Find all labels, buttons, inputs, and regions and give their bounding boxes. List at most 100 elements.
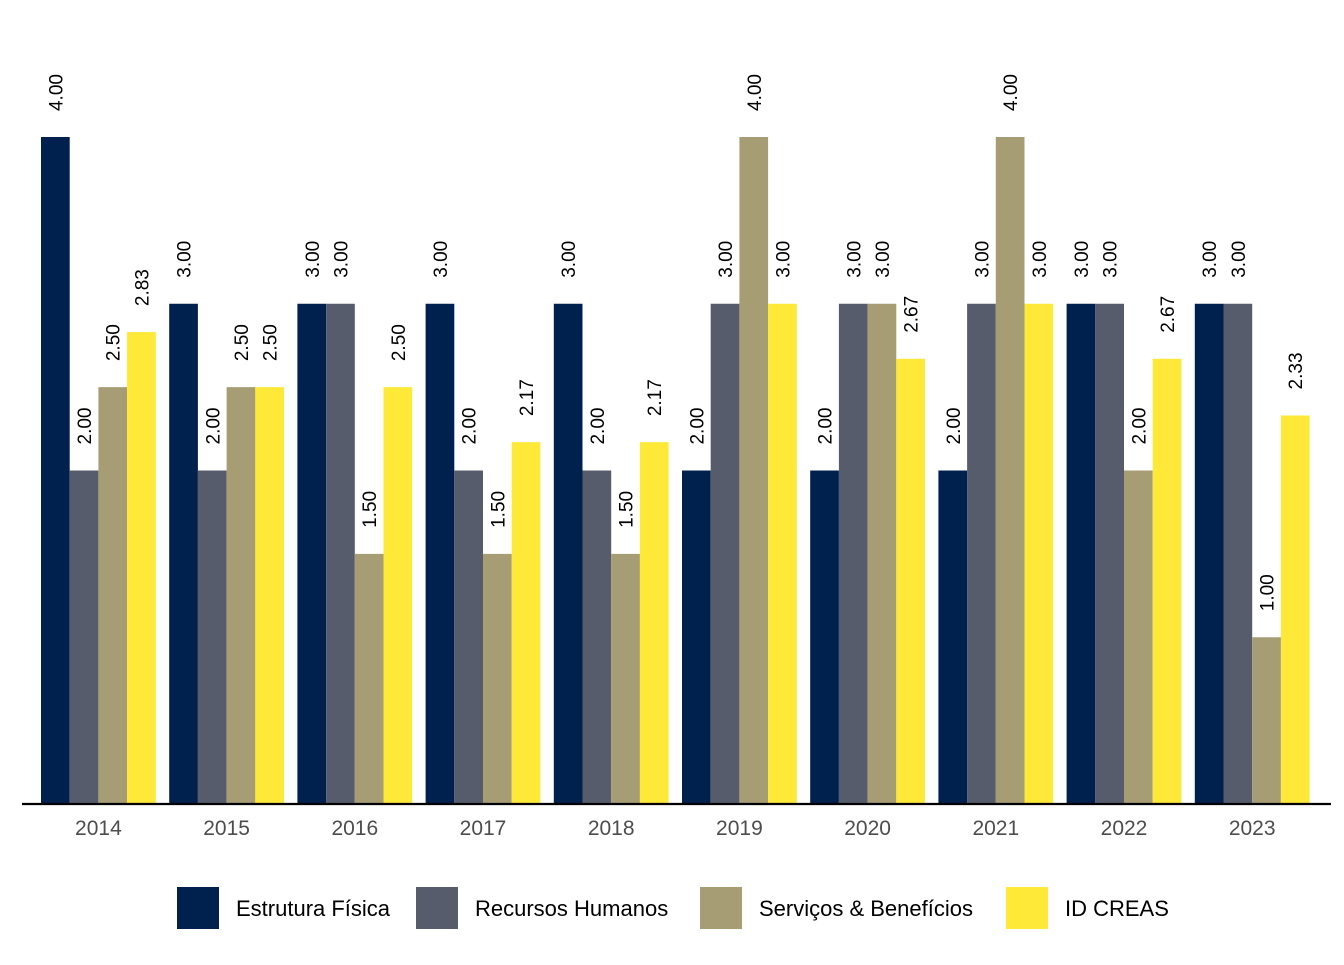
- data-label: 3.00: [1200, 241, 1221, 278]
- bar: [226, 387, 256, 805]
- legend-key: [700, 887, 742, 929]
- data-label: 2.17: [517, 379, 538, 416]
- value-labels-layer: 4.00 2.00 2.50 2.83 3.00 2.00 2.50 2.50 3.00 3.00…: [46, 74, 1307, 611]
- x-tick-label: 2014: [75, 817, 122, 840]
- bar: [867, 303, 897, 804]
- data-label: 2.00: [816, 408, 837, 445]
- bar: [41, 137, 70, 804]
- legend-label: Recursos Humanos: [475, 896, 668, 921]
- bar: [682, 470, 711, 804]
- data-label: 3.00: [331, 241, 352, 278]
- bar: [98, 387, 128, 805]
- x-tick-label: 2018: [588, 817, 635, 840]
- x-tick-label: 2023: [1229, 817, 1276, 840]
- data-label: 2.83: [132, 269, 153, 306]
- data-label: 2.00: [1129, 408, 1150, 445]
- legend-label: ID CREAS: [1065, 896, 1169, 921]
- data-label: 1.50: [360, 491, 381, 528]
- bar: [896, 358, 925, 804]
- data-label: 3.00: [559, 241, 580, 278]
- bar: [611, 553, 640, 805]
- data-label: 2.00: [75, 408, 96, 445]
- x-tick-label: 2017: [460, 817, 507, 840]
- bar: [354, 553, 384, 805]
- data-label: 3.00: [431, 241, 452, 278]
- bar: [425, 303, 455, 804]
- x-tick-label: 2016: [331, 817, 378, 840]
- x-tick-label: 2015: [203, 817, 250, 840]
- data-label: 3.00: [716, 241, 737, 278]
- bar: [454, 470, 483, 804]
- legend-label: Serviços & Benefícios: [759, 896, 973, 921]
- bar: [810, 470, 839, 804]
- data-label: 2.00: [203, 408, 224, 445]
- data-label: 1.50: [617, 491, 638, 528]
- bar: [838, 303, 868, 804]
- data-label: 2.00: [588, 408, 609, 445]
- bar: [582, 470, 612, 804]
- x-axis-ticks: 2014 2015 2016 2017 2018 2019 2020 2021 2022 2023: [75, 817, 1276, 840]
- bar: [483, 553, 512, 805]
- bar: [255, 387, 284, 805]
- data-label: 3.00: [1101, 241, 1122, 278]
- data-label: 4.00: [745, 74, 766, 111]
- legend-key: [177, 887, 219, 929]
- bar: [511, 442, 541, 804]
- x-tick-label: 2020: [844, 817, 891, 840]
- bar: [967, 303, 996, 804]
- legend: Estrutura Física Recursos Humanos Serviços…: [177, 887, 1169, 929]
- legend-label: Estrutura Física: [236, 896, 391, 921]
- bar: [710, 303, 740, 804]
- bar: [127, 332, 156, 804]
- bar: [383, 387, 413, 805]
- data-label: 3.00: [175, 241, 196, 278]
- bar: [326, 303, 355, 804]
- bar: [1095, 303, 1124, 804]
- x-tick-label: 2022: [1101, 817, 1148, 840]
- data-label: 2.00: [944, 408, 965, 445]
- bar: [1194, 303, 1224, 804]
- data-label: 2.00: [460, 408, 481, 445]
- bar: [938, 470, 968, 804]
- data-label: 3.00: [1229, 241, 1250, 278]
- bar: [197, 470, 227, 804]
- bar: [1152, 358, 1182, 804]
- data-label: 3.00: [844, 241, 865, 278]
- bar: [739, 137, 769, 804]
- data-label: 2.00: [687, 408, 708, 445]
- x-tick-label: 2019: [716, 817, 763, 840]
- bar: [553, 303, 583, 804]
- data-label: 2.67: [902, 296, 923, 333]
- data-label: 1.00: [1258, 574, 1279, 611]
- data-label: 2.17: [645, 379, 666, 416]
- bar: [1223, 303, 1253, 804]
- bar: [1066, 303, 1096, 804]
- data-label: 1.50: [488, 491, 509, 528]
- data-label: 2.33: [1286, 352, 1307, 389]
- data-label: 2.50: [261, 324, 282, 361]
- bar: [1024, 303, 1054, 804]
- data-label: 3.00: [1030, 241, 1051, 278]
- bars-layer: [41, 137, 1310, 805]
- bar: [297, 303, 327, 804]
- bar: [1280, 415, 1310, 804]
- bar: [995, 137, 1025, 804]
- data-label: 4.00: [1001, 74, 1022, 111]
- data-label: 3.00: [873, 241, 894, 278]
- bar: [169, 303, 198, 804]
- data-label: 2.50: [232, 324, 253, 361]
- bar: [1252, 637, 1281, 804]
- data-label: 3.00: [303, 241, 324, 278]
- legend-key: [1006, 887, 1048, 929]
- data-label: 2.50: [104, 324, 125, 361]
- data-label: 3.00: [773, 241, 794, 278]
- legend-key: [416, 887, 458, 929]
- x-tick-label: 2021: [972, 817, 1019, 840]
- bar: [639, 442, 669, 804]
- bar: [69, 470, 99, 804]
- data-label: 2.67: [1158, 296, 1179, 333]
- data-label: 2.50: [389, 324, 410, 361]
- data-label: 3.00: [972, 241, 993, 278]
